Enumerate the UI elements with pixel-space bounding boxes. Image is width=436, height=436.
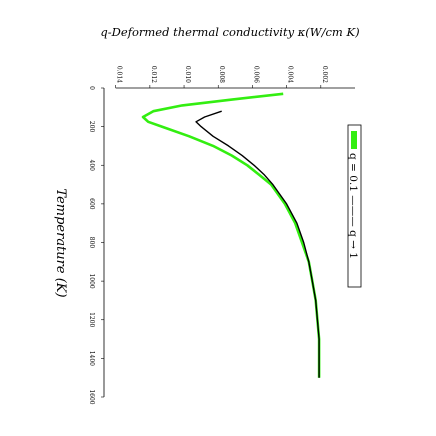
temperature-tick-label: 1600 [88,389,95,404]
series-layer [141,92,321,378]
temperature-axis-ticks: 0 200 400 600 800 1000 1200 1400 1600 [88,86,104,405]
kappa-tick-label: 0.002 [321,66,328,83]
temperature-tick-label: 600 [88,198,95,210]
kappa-tick-label: 0.014 [116,66,123,83]
legend: q = 0.1 ——— q → 1 [347,124,362,288]
chart-title: q-Deformed thermal conductivity κ(W/cm K… [100,25,359,39]
axis-lines [103,87,355,397]
temperature-tick-label: 800 [88,237,95,249]
kappa-tick-label: 0.012 [150,66,157,83]
series-line-q-to-1 [195,110,320,378]
kappa-tick-label: 0.004 [287,66,294,83]
legend-box [347,124,362,288]
series-line-q-0.1 [141,92,321,378]
legend-text: q = 0.1 ——— q → 1 [347,153,359,259]
temperature-tick-label: 0 [88,86,95,90]
kappa-tick-label: 0.006 [252,66,259,83]
temperature-axis-label: Temperature (K) [53,188,68,297]
temperature-tick-label: 400 [88,160,95,172]
temperature-tick-label: 1400 [88,351,95,366]
kappa-tick-label: 0.008 [218,66,225,83]
legend-swatch-q-0.1 [351,131,357,149]
kappa-axis-ticks: 0.002 0.004 0.006 0.008 0.010 0.012 0.014 [115,66,328,88]
temperature-tick-label: 1000 [88,273,95,288]
temperature-tick-label: 200 [88,121,95,133]
kappa-tick-label: 0.010 [184,66,191,83]
temperature-tick-label: 1200 [88,312,95,327]
